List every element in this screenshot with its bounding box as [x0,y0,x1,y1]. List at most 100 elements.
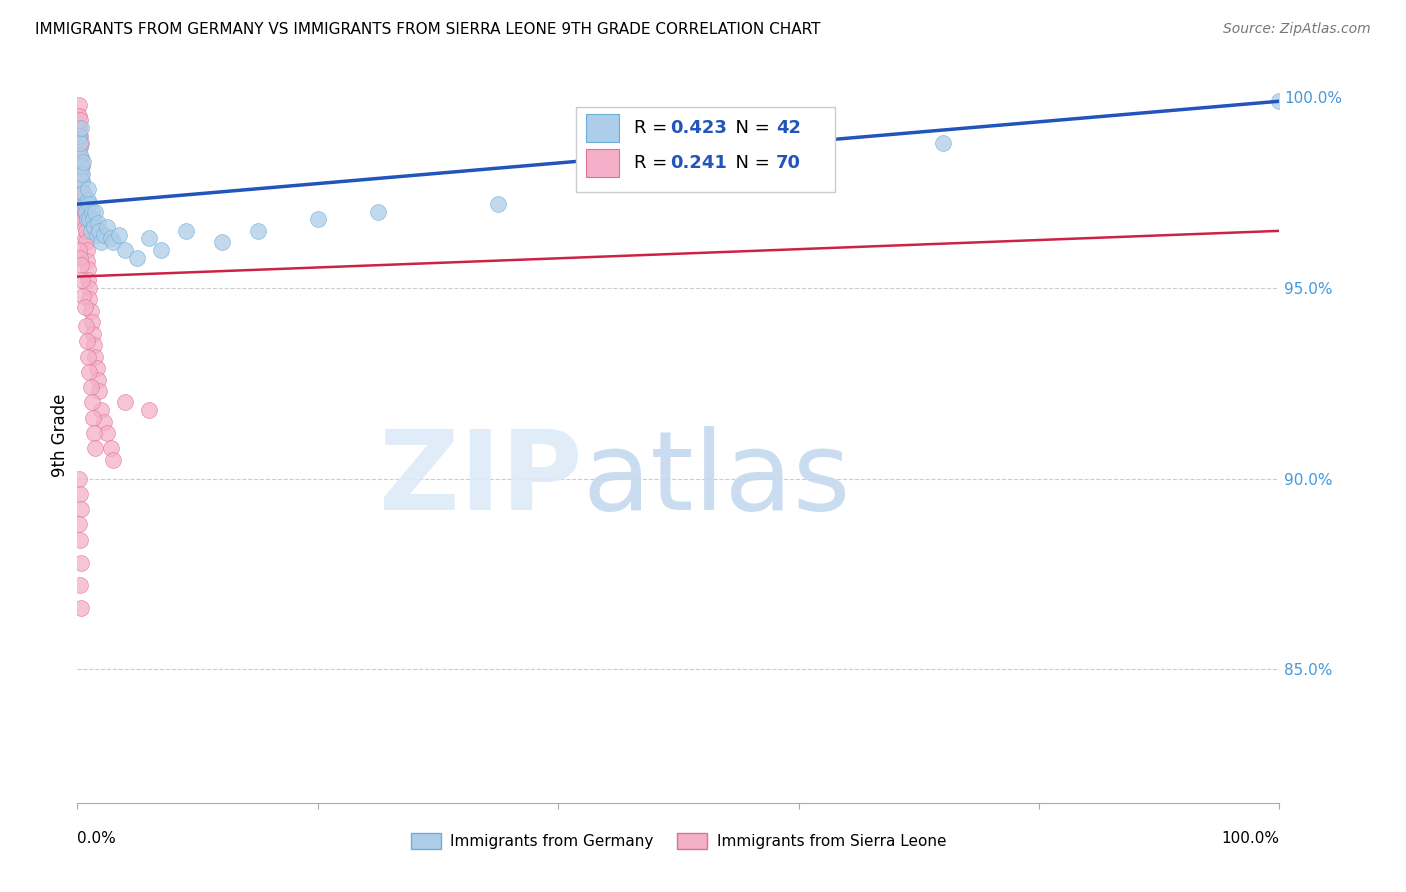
Point [69,487,91,501]
Point [138,403,160,417]
Legend: Immigrants from Germany, Immigrants from Sierra Leone: Immigrants from Germany, Immigrants from… [405,827,952,855]
Point [80,315,103,329]
Text: 42: 42 [776,119,801,137]
Point [93,415,115,429]
Point [70,159,93,173]
Text: ZIP: ZIP [378,425,582,533]
Point [86,227,108,242]
Text: 100.0%: 100.0% [1222,831,1279,847]
Point [67,243,90,257]
Point [72,212,94,227]
Point [150,243,173,257]
Text: R =: R = [634,119,673,137]
Point [103,452,125,467]
Text: 70: 70 [776,153,801,171]
Point [70,209,93,223]
Point [114,243,136,257]
Bar [586,149,620,177]
Point [87,224,110,238]
Point [932,136,955,150]
Point [72,186,94,200]
Point [79,197,101,211]
Point [307,212,329,227]
Point [79,293,101,307]
Point [486,197,509,211]
Point [79,224,101,238]
Point [70,273,93,287]
Point [67,98,90,112]
Point [96,425,118,440]
Point [114,395,136,409]
Point [1268,94,1291,108]
Point [75,235,97,250]
Text: 0.423: 0.423 [671,119,727,137]
Point [127,251,149,265]
Point [73,231,96,245]
Point [70,152,93,166]
Point [93,227,115,242]
Point [84,350,107,364]
Point [72,201,94,215]
Text: Source: ZipAtlas.com: Source: ZipAtlas.com [1223,22,1371,37]
Point [211,235,233,250]
Point [70,258,93,272]
Point [67,128,90,143]
Point [87,384,110,398]
Point [73,197,96,211]
Bar [586,114,620,142]
Point [77,350,100,364]
Point [73,204,96,219]
Text: N =: N = [724,153,776,171]
Point [70,159,93,173]
Point [70,174,93,188]
Point [76,243,98,257]
Point [69,128,91,143]
Point [67,110,90,124]
Point [83,220,105,235]
Point [70,601,93,615]
Point [246,224,269,238]
Point [138,231,160,245]
Point [69,251,91,265]
Point [70,556,93,570]
Point [100,231,122,245]
Text: atlas: atlas [582,425,851,533]
Point [90,403,112,417]
Point [73,220,96,235]
Point [75,224,97,238]
Point [87,373,110,387]
Point [174,224,197,238]
Point [70,167,93,181]
Point [367,204,389,219]
Point [67,120,90,135]
Point [73,300,96,314]
Point [87,216,110,230]
Point [67,128,90,143]
Point [79,304,101,318]
Point [82,326,104,341]
Point [72,288,94,302]
Point [72,186,94,200]
Point [84,204,107,219]
Text: N =: N = [724,119,776,137]
Point [72,155,94,169]
Point [83,338,105,352]
Point [77,182,100,196]
Text: R =: R = [634,153,673,171]
Y-axis label: 9th Grade: 9th Grade [51,393,69,476]
Point [82,410,104,425]
FancyBboxPatch shape [576,107,835,192]
Point [79,212,101,227]
Point [69,113,91,128]
Point [86,361,108,376]
Point [67,472,90,486]
Point [70,182,93,196]
Point [108,227,131,242]
Point [100,441,122,455]
Point [76,334,98,349]
Point [69,533,91,547]
Point [79,365,101,379]
Point [70,189,93,203]
Point [75,204,97,219]
Point [70,502,93,516]
